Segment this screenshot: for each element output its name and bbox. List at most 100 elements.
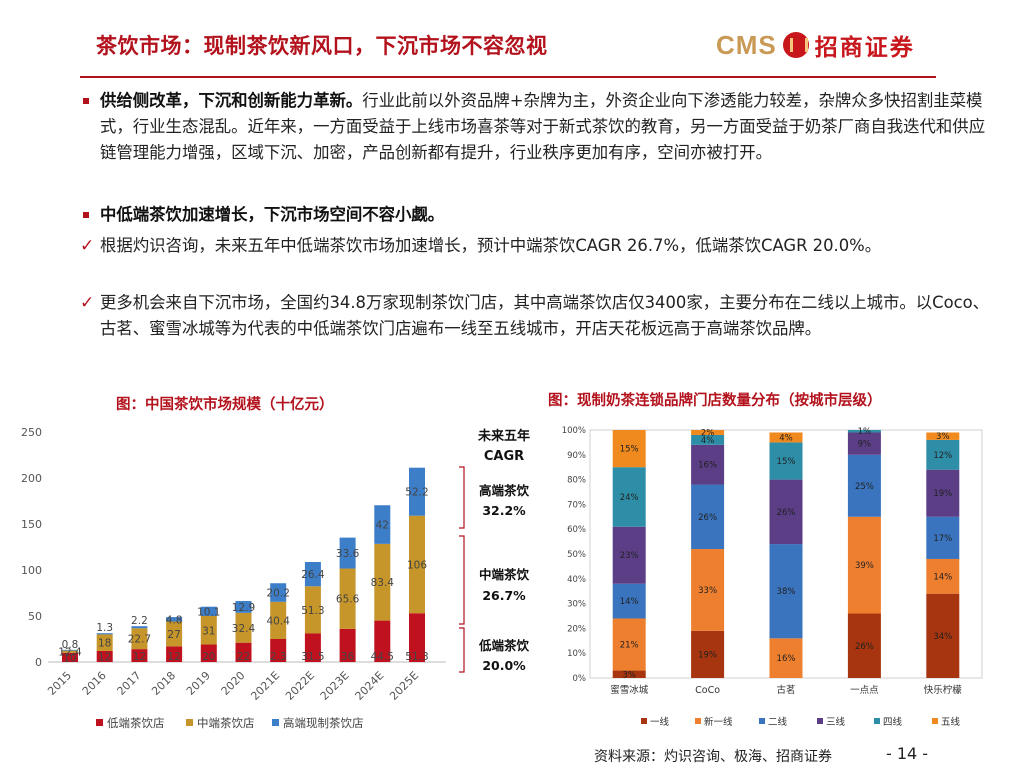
paragraph-heading: 中低端茶饮加速增长，下沉市场空间不容小觑。 [100, 205, 445, 224]
data-label: 4.8 [166, 614, 183, 626]
bar-segment [612, 467, 646, 527]
legend-label: 高端现制茶饮店 [283, 716, 364, 730]
data-label: 12 [133, 651, 146, 663]
logo-badge-icon [782, 32, 809, 58]
x-tick-label: 2016 [80, 669, 109, 698]
data-label: 22.7 [128, 634, 151, 646]
x-tick-label: 2018 [149, 669, 178, 698]
bar-segment [166, 617, 183, 622]
data-label: 15% [620, 445, 639, 455]
data-label: 12.9 [232, 602, 255, 614]
data-label: 26% [698, 513, 717, 523]
bar-segment [166, 646, 183, 662]
bar-segment [691, 444, 725, 485]
cagr-title-line1: 未来五年 [477, 428, 530, 444]
data-label: 16% [698, 461, 717, 471]
x-tick-label: 快乐柠檬 [924, 684, 963, 696]
paragraph-body: 根据灼识咨询，未来五年中低端茶饮市场加速增长，预计中端茶饮CAGR 26.7%，… [100, 236, 882, 255]
legend-swatch [186, 719, 193, 726]
bar-segment [339, 628, 356, 662]
bar-segment [612, 526, 646, 584]
data-label: 26.4 [301, 569, 325, 581]
legend-swatch [272, 719, 279, 726]
x-tick-label: 2019 [184, 669, 213, 698]
data-label: 23% [620, 551, 639, 561]
source-note: 资料来源：灼识咨询、极海、招商证券 [594, 749, 832, 765]
x-tick-label: 2023E [318, 669, 352, 703]
bar-segment [847, 454, 881, 517]
bar-segment [235, 612, 252, 643]
data-label: 20.2 [267, 588, 290, 600]
bar-segment [409, 613, 425, 662]
bar-segment [270, 601, 287, 639]
bar-segment [612, 430, 646, 468]
data-label: 33.6 [336, 548, 360, 560]
legend-swatch [759, 718, 765, 724]
bar-segment [62, 649, 78, 651]
x-tick-label: 2022E [283, 669, 317, 703]
x-tick-label: 2021E [248, 669, 282, 703]
bar-segment [131, 649, 148, 662]
x-tick-label: 2024E [353, 669, 387, 703]
cms-logo: CMS 招商证券 [716, 28, 915, 62]
y-tick-label: 10% [567, 649, 586, 659]
data-label: 83.4 [371, 577, 395, 589]
y-tick-label: 250 [21, 426, 42, 439]
data-label: 18 [98, 638, 111, 650]
data-label: 4% [701, 436, 715, 446]
data-label: 16% [777, 654, 796, 664]
check-mark-icon: ✓ [80, 236, 95, 256]
data-label: 2% [701, 428, 715, 438]
data-label: 10 [63, 652, 76, 664]
mid-end-cagr: 26.7% [482, 588, 526, 603]
data-label: 4% [779, 433, 793, 443]
bar-segment [926, 593, 960, 678]
page-number: - 14 - [886, 744, 929, 763]
mid-end-label: 中端茶饮 [479, 567, 530, 582]
bar-segment [304, 561, 321, 587]
bar-segment [769, 442, 803, 480]
data-label: 31 [202, 625, 215, 637]
paragraph-lower-tier: ✓ 更多机会来自下沉市场，全国约34.8万家现制茶饮门店，其中高端茶饮店仅340… [80, 290, 990, 342]
x-tick-label: 2025E [387, 669, 421, 703]
page-title: 茶饮市场：现制茶饮新风口，下沉市场不容忽视 [96, 33, 548, 58]
data-label: 19% [933, 489, 952, 499]
data-label: 34% [933, 632, 952, 642]
y-tick-label: 0% [573, 674, 587, 684]
square-bullet-icon [83, 98, 89, 104]
bar-segment [769, 544, 803, 639]
paragraph-mid-low-growth: 中低端茶饮加速增长，下沉市场空间不容小觑。 [80, 202, 990, 228]
high-end-cagr: 32.2% [482, 503, 526, 518]
bar-segment [691, 430, 725, 435]
legend-label: 新一线 [704, 716, 733, 728]
bar-segment [847, 432, 881, 455]
data-label: 22 [237, 651, 250, 663]
data-label: 21% [620, 641, 639, 651]
bar-segment [691, 549, 725, 631]
paragraph-cagr: ✓ 根据灼识咨询，未来五年中低端茶饮市场加速增长，预计中端茶饮CAGR 26.7… [80, 233, 990, 259]
cagr-title-line2: CAGR [484, 449, 524, 464]
paragraph-supply-side: 供给侧改革，下沉和创新能力革新。行业此前以外资品牌+杂牌为主，外资企业向下渗透能… [80, 88, 990, 166]
bar-segment [200, 606, 217, 616]
data-label: 19% [698, 650, 717, 660]
x-tick-label: 2020 [219, 669, 248, 698]
y-tick-label: 50% [567, 550, 586, 560]
legend-swatch [874, 718, 880, 724]
legend-swatch [817, 718, 823, 724]
bar-segment [612, 618, 646, 671]
data-label: 65.6 [336, 594, 360, 606]
y-tick-label: 30% [567, 600, 586, 610]
low-end-cagr: 20.0% [482, 658, 526, 673]
y-tick-label: 90% [567, 451, 586, 461]
x-tick-label: 2015 [45, 669, 74, 698]
legend-label: 五线 [941, 716, 961, 728]
title-divider [80, 76, 936, 78]
data-label: 52.2 [405, 487, 428, 499]
x-tick-label: 一点点 [850, 685, 879, 696]
data-label: 42 [376, 520, 389, 532]
paragraph-heading: 供给侧改革，下沉和创新能力革新。 [100, 91, 363, 110]
data-label: 26% [855, 642, 874, 652]
data-label: 40.4 [267, 615, 291, 627]
logo-chinese: 招商证券 [814, 34, 915, 61]
bar-segment [926, 516, 960, 559]
